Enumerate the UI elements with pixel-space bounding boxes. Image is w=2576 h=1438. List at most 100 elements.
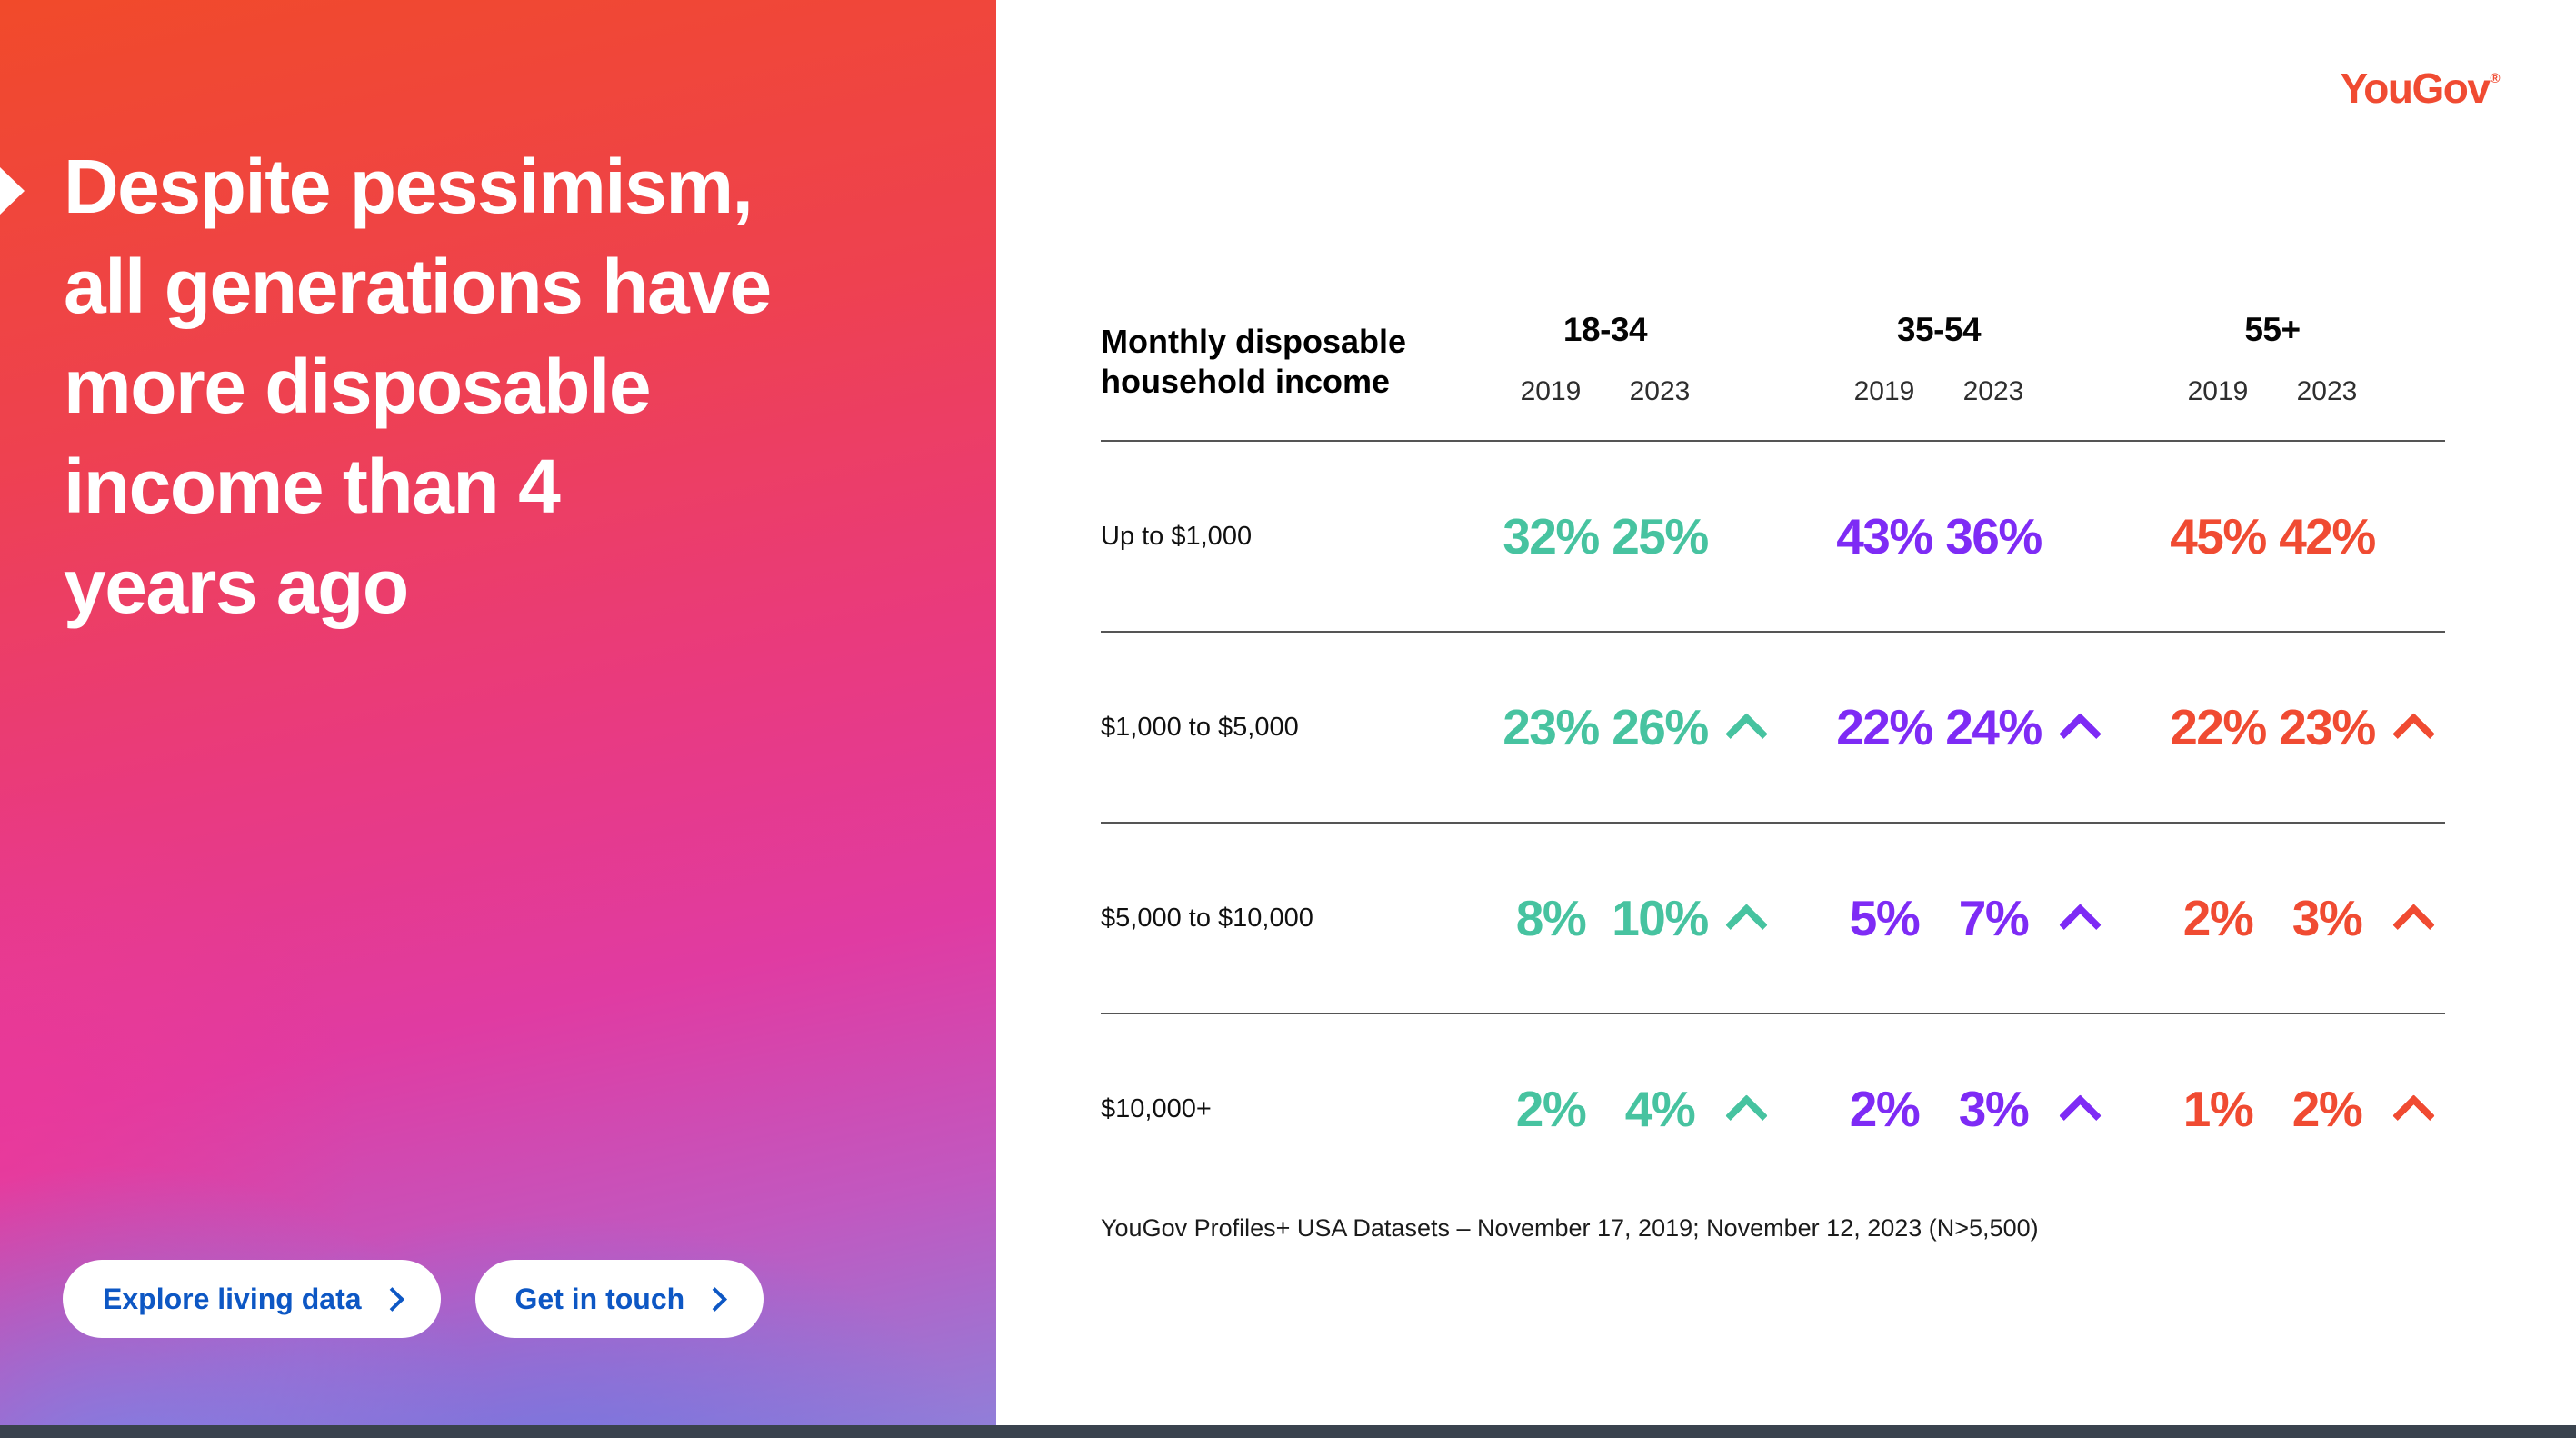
value-2023: 3% <box>1958 1081 2030 1137</box>
value-cell: 2% 3% <box>1830 1080 2112 1138</box>
value-2019: 2% <box>2182 890 2254 946</box>
value-2019: 1% <box>2182 1081 2254 1137</box>
table-row: $10,000+ 2% 4% 2% 3% 1% 2% <box>1101 1013 2445 1203</box>
age-group-header: 55+ 2019 2023 <box>2163 311 2445 440</box>
bottom-bar <box>0 1425 2576 1438</box>
value-2019: 22% <box>2170 699 2267 755</box>
value-2019: 8% <box>1515 890 1587 946</box>
increase-chevron-icon <box>1724 1093 1768 1137</box>
income-bracket-label: $5,000 to $10,000 <box>1101 903 1313 933</box>
value-2019: 23% <box>1503 699 1600 755</box>
value-2023: 36% <box>1945 508 2042 564</box>
value-cell: 43% 36% <box>1830 507 2112 565</box>
get-in-touch-button[interactable]: Get in touch <box>474 1260 764 1338</box>
value-2023: 23% <box>2279 699 2376 755</box>
income-bracket-label: $1,000 to $5,000 <box>1101 712 1299 742</box>
caret-box <box>1714 897 1778 946</box>
caret-spacer <box>1714 376 1778 407</box>
value-cell: 8% 10% <box>1496 889 1778 947</box>
age-group-header: 18-34 2019 2023 <box>1496 311 1778 440</box>
headline-line: all generations have <box>64 244 772 329</box>
increase-chevron-icon <box>1724 903 1768 946</box>
year-label: 2023 <box>1629 376 1691 406</box>
value-2019: 43% <box>1836 508 1933 564</box>
source-note: YouGov Profiles+ USA Datasets – November… <box>1101 1214 2039 1242</box>
hero-panel: Despite pessimism, all generations have mo… <box>0 0 996 1438</box>
year-labels: 2019 2023 <box>2163 376 2445 407</box>
headline-line: Despite pessimism, <box>64 144 754 229</box>
table-row: $1,000 to $5,000 23% 26% 22% 24% 22% 23% <box>1101 631 2445 822</box>
increase-chevron-icon <box>2391 903 2435 946</box>
logo-text: YouGov <box>2340 65 2491 112</box>
increase-chevron-icon <box>2391 712 2435 755</box>
button-label: Explore living data <box>103 1282 362 1315</box>
year-label: 2023 <box>2296 376 2358 406</box>
year-labels: 2019 2023 <box>1496 376 1778 407</box>
value-cell: 22% 24% <box>1830 698 2112 756</box>
caret-box <box>2048 897 2112 946</box>
chevron-right-icon <box>703 1287 728 1312</box>
year-label: 2019 <box>2187 376 2249 406</box>
value-2023: 3% <box>2291 890 2363 946</box>
caret-box <box>2381 897 2445 946</box>
headline-line: more disposable <box>64 344 652 429</box>
caret-spacer <box>2048 376 2112 407</box>
caret-box <box>2381 1088 2445 1137</box>
caret-box <box>1714 706 1778 755</box>
year-label: 2023 <box>1962 376 2024 406</box>
increase-chevron-icon <box>2058 1093 2102 1137</box>
increase-chevron-icon <box>2391 1093 2435 1137</box>
increase-chevron-icon <box>1724 712 1768 755</box>
value-2023: 4% <box>1624 1081 1696 1137</box>
income-bracket-label: $10,000+ <box>1101 1093 1212 1123</box>
age-group-label: 18-34 <box>1563 311 1648 348</box>
value-cell: 5% 7% <box>1830 889 2112 947</box>
table-body: Up to $1,000 32% 25% 43% 36% 45% 42% $1,000 to … <box>1101 440 2445 1203</box>
caret-box <box>1714 1088 1778 1137</box>
table-title: Monthly disposable household income <box>1101 323 1407 401</box>
increase-chevron-icon <box>2058 903 2102 946</box>
value-2023: 25% <box>1612 508 1709 564</box>
value-cell: 2% 3% <box>2163 889 2445 947</box>
headline-line: years ago <box>64 544 409 629</box>
table-row: $5,000 to $10,000 8% 10% 5% 7% 2% 3% <box>1101 822 2445 1013</box>
registered-mark: ® <box>2490 71 2500 86</box>
table-row: Up to $1,000 32% 25% 43% 36% 45% 42% <box>1101 440 2445 631</box>
value-2023: 10% <box>1612 890 1709 946</box>
value-2019: 45% <box>2170 508 2267 564</box>
age-group-label: 55+ <box>2244 311 2301 348</box>
caret-spacer <box>2381 376 2445 407</box>
headline: Despite pessimism, all generations have mo… <box>64 136 772 636</box>
value-2019: 2% <box>1515 1081 1587 1137</box>
year-label: 2019 <box>1853 376 1915 406</box>
income-bracket-label: Up to $1,000 <box>1101 521 1253 551</box>
age-group-label: 35-54 <box>1896 311 1982 348</box>
yougov-logo: YouGov® <box>2340 64 2501 113</box>
arrow-right-marker-icon <box>0 167 25 215</box>
value-2019: 2% <box>1849 1081 1921 1137</box>
value-2023: 2% <box>2291 1081 2363 1137</box>
year-label: 2019 <box>1520 376 1582 406</box>
explore-living-data-button[interactable]: Explore living data <box>63 1260 441 1338</box>
value-cell: 23% 26% <box>1496 698 1778 756</box>
value-2023: 42% <box>2279 508 2376 564</box>
caret-box <box>2381 706 2445 755</box>
value-cell: 22% 23% <box>2163 698 2445 756</box>
value-cell: 45% 42% <box>2163 507 2445 565</box>
caret-box <box>2048 1088 2112 1137</box>
headline-line: income than 4 <box>64 444 561 529</box>
income-table: Monthly disposable household income 18-3… <box>1101 273 2445 1203</box>
value-cell: 2% 4% <box>1496 1080 1778 1138</box>
value-2023: 24% <box>1945 699 2042 755</box>
hero-buttons: Explore living data Get in touch <box>63 1260 764 1338</box>
table-header-row: Monthly disposable household income 18-3… <box>1101 273 2445 440</box>
value-2019: 5% <box>1849 890 1921 946</box>
year-labels: 2019 2023 <box>1830 376 2112 407</box>
age-group-header: 35-54 2019 2023 <box>1830 311 2112 440</box>
value-2023: 26% <box>1612 699 1709 755</box>
chevron-right-icon <box>379 1287 404 1312</box>
value-cell: 1% 2% <box>2163 1080 2445 1138</box>
caret-box <box>2048 706 2112 755</box>
button-label: Get in touch <box>514 1282 685 1315</box>
